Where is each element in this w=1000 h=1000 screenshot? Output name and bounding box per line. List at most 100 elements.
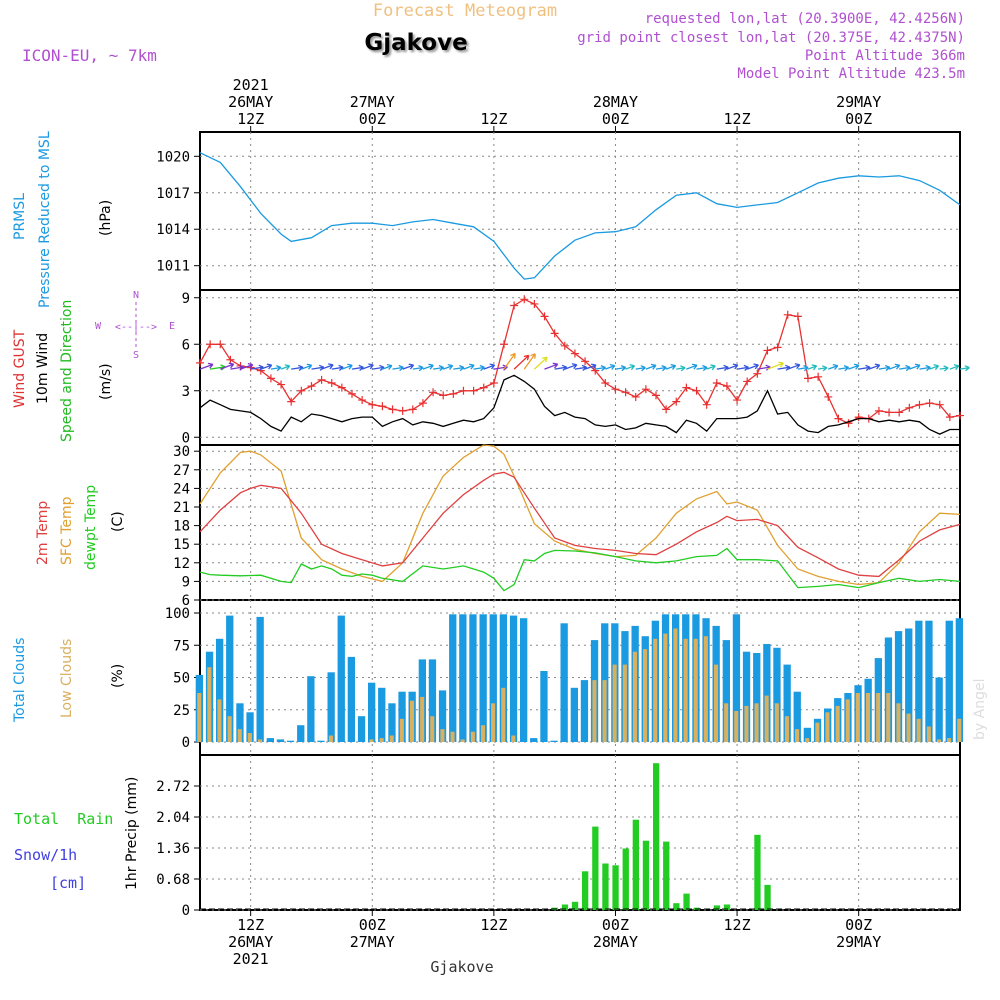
gust-point — [327, 379, 336, 387]
total-cloud-bar — [317, 740, 325, 742]
wind-direction-arrow — [858, 364, 871, 371]
pressure-line — [199, 152, 961, 280]
pressure-unit: (hPa) — [98, 200, 114, 236]
wind-direction-arrow — [828, 363, 839, 370]
low-cloud-bar — [399, 718, 404, 742]
total-cloud-bar — [428, 659, 437, 742]
wind-direction-arrow — [838, 364, 850, 372]
temp-tick-label: 24 — [173, 481, 190, 497]
wind-direction-arrow — [301, 363, 313, 370]
bottom-time-label: 12Z — [480, 916, 507, 934]
wind-direction-arrow — [584, 363, 597, 370]
wind-direction-arrow — [513, 354, 530, 370]
subtitle: Forecast Meteogram — [373, 1, 557, 21]
total-cloud-bar — [945, 620, 953, 742]
bottom-time-label: 00Z — [602, 916, 629, 934]
total-cloud-bar — [216, 638, 224, 742]
frame-pressure — [199, 131, 961, 291]
temp-unit: (C) — [110, 511, 126, 532]
temp-tick-label: 21 — [173, 500, 190, 516]
gust-point — [682, 383, 691, 392]
gust-point — [885, 408, 894, 417]
wind-direction-arrow — [595, 364, 606, 372]
wind-direction-arrow — [868, 363, 881, 370]
total-cloud-bar — [803, 727, 811, 742]
gust-point — [905, 403, 914, 412]
wind-direction-arrow — [361, 363, 374, 370]
wind-direction-arrow — [949, 364, 960, 371]
total-cloud-bar — [540, 671, 548, 742]
model-label: ICON-EU, ~ 7km — [22, 46, 157, 65]
total-cloud-bar — [337, 615, 345, 742]
wind-direction-arrow — [939, 365, 949, 372]
gust-point — [783, 310, 792, 319]
low-cloud-bar — [663, 633, 668, 742]
gust-point — [408, 405, 417, 414]
sfc-temp-line — [199, 444, 961, 586]
total-cloud-bar — [530, 738, 538, 742]
rain-bar — [642, 840, 650, 910]
wind-direction-arrow — [899, 364, 911, 372]
total-cloud-bar — [327, 672, 335, 742]
total-cloud-bar — [884, 637, 893, 742]
temp-label-dewpt: dewpt Temp — [83, 485, 99, 570]
low-cloud-bar — [227, 716, 232, 742]
gust-point — [743, 377, 752, 386]
low-cloud-bar — [389, 735, 394, 742]
low-cloud-bar — [258, 739, 263, 742]
clouds-unit: (%) — [110, 664, 126, 688]
wind-direction-arrow — [665, 363, 677, 370]
gust-point — [429, 388, 438, 397]
total-cloud-bar — [560, 623, 568, 742]
wind-tick-label: 3 — [182, 384, 190, 400]
low-cloud-bar — [673, 628, 678, 742]
wind-direction-arrow — [848, 363, 860, 370]
precip-unit: 1hr Precip (mm) — [124, 777, 140, 890]
wind-direction-arrow — [635, 365, 646, 372]
total-cloud-bar — [226, 615, 234, 742]
wind-direction-arrow — [533, 356, 548, 370]
wind-direction-arrow — [574, 364, 588, 372]
total-cloud-bar — [550, 740, 558, 742]
bottom-time-label: 12Z — [724, 916, 751, 934]
bottom-time-label: 28MAY — [593, 933, 638, 951]
total-cloud-bar — [438, 690, 447, 742]
wind-label: 10m Wind — [35, 333, 51, 404]
total-cloud-bar — [925, 620, 933, 742]
gust-point — [560, 341, 569, 350]
wind-direction-arrow — [696, 364, 708, 372]
total-cloud-bar — [935, 677, 943, 742]
total-cloud-bar — [378, 687, 386, 742]
rain-bar — [723, 904, 731, 910]
temp-tick-label: 27 — [173, 463, 190, 479]
total-cloud-bar — [347, 656, 355, 742]
total-cloud-bar — [773, 647, 781, 742]
wind-direction-arrow — [706, 364, 716, 371]
precip-tick-label: 0.68 — [156, 872, 190, 888]
rain-bar — [663, 841, 670, 910]
gust-point — [773, 343, 782, 352]
rain-bar — [571, 901, 579, 910]
gust-point — [945, 413, 954, 422]
temp-label-sfc: SFC Temp — [59, 496, 75, 565]
frame-precip — [199, 754, 961, 911]
top-time-label: 12Z — [724, 110, 751, 128]
wind-direction-arrow — [929, 364, 940, 371]
gust-point — [489, 379, 498, 387]
wind-direction-arrow — [523, 353, 536, 370]
gust-point — [337, 383, 346, 392]
wind-direction-arrow — [463, 363, 475, 370]
low-cloud-bar — [795, 729, 800, 742]
direction-label: Speed and Direction — [59, 300, 75, 442]
gust-point — [510, 301, 519, 310]
gust-point — [317, 375, 326, 384]
total-cloud-bar — [266, 738, 274, 742]
total-cloud-bar — [256, 616, 264, 742]
total-cloud-bar — [357, 716, 366, 742]
total-cloud-bar — [449, 614, 457, 742]
low-cloud-bar — [683, 638, 688, 742]
low-cloud-bar — [410, 700, 415, 742]
low-cloud-bar — [450, 731, 455, 742]
